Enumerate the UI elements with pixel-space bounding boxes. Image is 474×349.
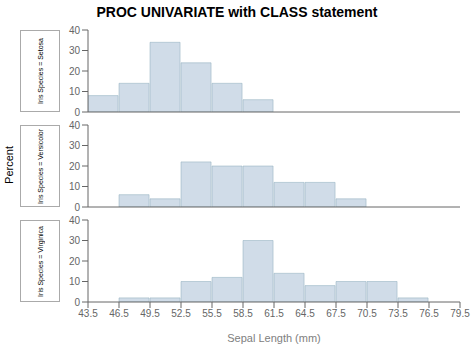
svg-text:73.5: 73.5 [388, 308, 408, 319]
svg-text:0: 0 [74, 297, 80, 308]
svg-text:79.5: 79.5 [450, 308, 470, 319]
svg-text:46.5: 46.5 [109, 308, 129, 319]
svg-text:61.5: 61.5 [264, 308, 284, 319]
svg-text:49.5: 49.5 [140, 308, 160, 319]
svg-text:20: 20 [69, 256, 81, 267]
svg-text:64.5: 64.5 [295, 308, 315, 319]
svg-text:40: 40 [69, 25, 81, 36]
svg-text:10: 10 [69, 276, 81, 287]
svg-text:76.5: 76.5 [419, 308, 439, 319]
svg-text:10: 10 [69, 181, 81, 192]
svg-text:20: 20 [69, 161, 81, 172]
svg-text:55.5: 55.5 [202, 308, 222, 319]
svg-text:52.5: 52.5 [171, 308, 191, 319]
svg-text:20: 20 [69, 66, 81, 77]
svg-text:Sepal Length (mm): Sepal Length (mm) [227, 332, 321, 344]
svg-text:10: 10 [69, 86, 81, 97]
svg-text:67.5: 67.5 [326, 308, 346, 319]
html-text:PROC UNIVARIATE with CLASS sta: PROC UNIVARIATE with CLASS statement [96, 4, 378, 20]
html-text:Iris Species = Virginica: Iris Species = Virginica [36, 225, 44, 297]
html-text:Percent: Percent [3, 146, 15, 184]
svg-text:30: 30 [69, 235, 81, 246]
svg-text:40: 40 [69, 215, 81, 226]
svg-text:30: 30 [69, 140, 81, 151]
svg-text:58.5: 58.5 [233, 308, 253, 319]
svg-text:0: 0 [74, 107, 80, 118]
svg-text:40: 40 [69, 120, 81, 131]
html-text:Iris Species = Versicolor: Iris Species = Versicolor [36, 128, 44, 204]
svg-text:30: 30 [69, 45, 81, 56]
svg-text:70.5: 70.5 [357, 308, 377, 319]
svg-text:0: 0 [74, 202, 80, 213]
html-text:Iris Species = Setosa: Iris Species = Setosa [36, 38, 44, 104]
svg-text:43.5: 43.5 [78, 308, 98, 319]
